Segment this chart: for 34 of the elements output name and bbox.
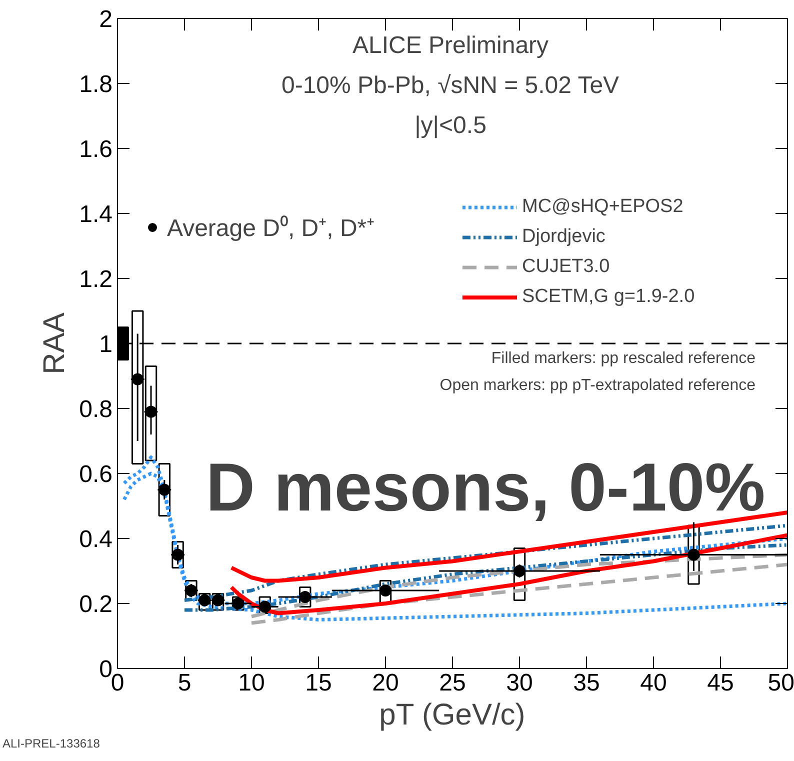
x-tick-label: 40 [640, 670, 667, 696]
legend-label: Djordjevic [522, 226, 606, 248]
legend-label: SCETM,G g=1.9-2.0 [522, 286, 695, 308]
x-tick-label: 10 [238, 670, 265, 696]
x-tick-label: 45 [707, 670, 734, 696]
x-tick-label: 5 [178, 670, 192, 696]
y-tick-label: 1.6 [79, 136, 113, 163]
y-tick-label: 1.4 [79, 201, 113, 228]
legend-label: MC@sHQ+EPOS2 [522, 196, 684, 218]
y-tick-label: 0.4 [79, 526, 113, 553]
y-tick-label: 0.8 [79, 396, 113, 423]
y-tick-label: 1.2 [79, 266, 113, 293]
x-tick-label: 15 [305, 670, 332, 696]
x-tick-label: 20 [372, 670, 399, 696]
y-axis-title: RAA [38, 312, 72, 374]
x-tick-label: 50 [768, 670, 794, 696]
text: ALICE Preliminary [352, 32, 549, 59]
legend-label: Average D⁰, D⁺, D*⁺ [167, 214, 375, 243]
text: ALI-PREL-133618 [2, 736, 100, 750]
annotation: |y|<0.5 [414, 112, 486, 139]
y-tick-label: 2 [99, 6, 113, 33]
y-tick-label: 0.2 [79, 591, 113, 618]
x-tick-label: 25 [439, 670, 466, 696]
annotation: Open markers: pp pT-extrapolated reference [440, 377, 756, 394]
annotation: Filled markers: pp rescaled reference [491, 350, 756, 367]
y-tick-label: 1.8 [79, 71, 113, 98]
annotation: D mesons, 0-10% [206, 450, 766, 526]
y-tick-label: 1 [99, 331, 113, 358]
x-tick-label: 30 [506, 670, 533, 696]
text: 0-10% Pb-Pb, √sNN = 5.02 TeV [282, 72, 620, 99]
y-tick-label: 0.6 [79, 461, 113, 488]
x-tick-label: 35 [573, 670, 600, 696]
legend-label: CUJET3.0 [522, 256, 610, 278]
x-axis-title: pT (GeV/c) [379, 698, 526, 732]
